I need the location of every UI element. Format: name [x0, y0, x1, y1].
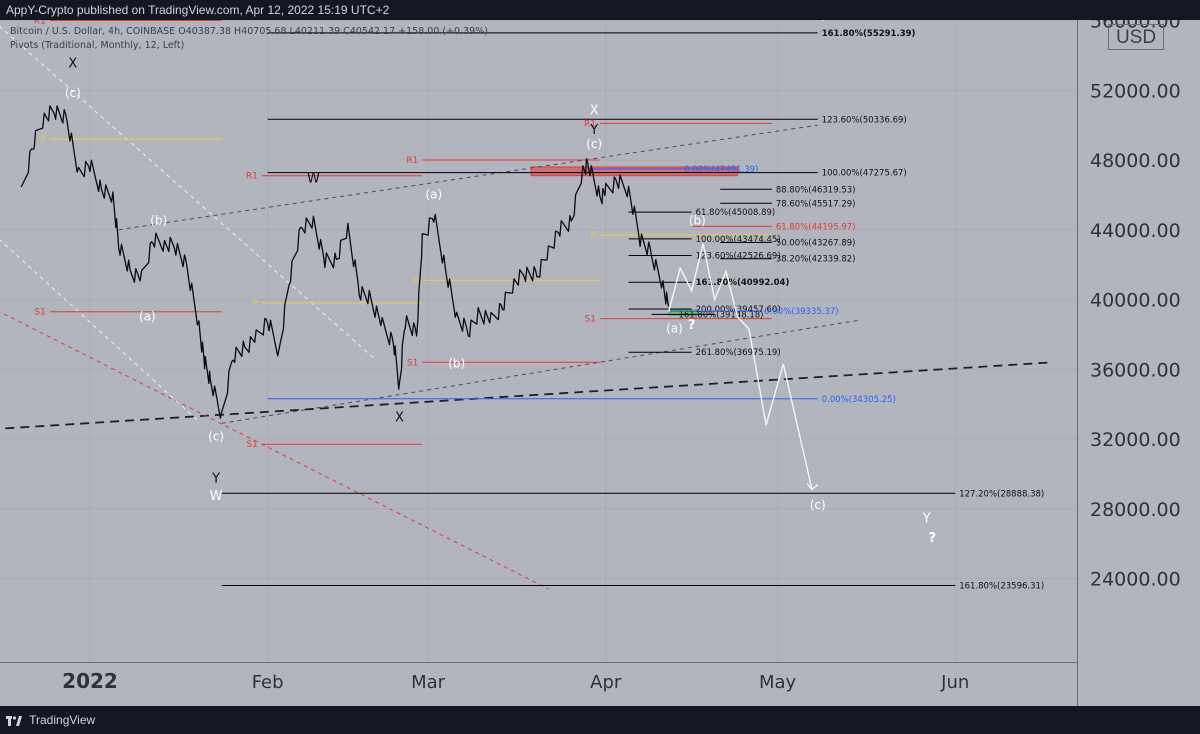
wave-label: (c) — [65, 86, 81, 100]
time-tick-label: Jun — [940, 672, 969, 693]
fib-level-label: 88.80%(46319.53) — [776, 185, 856, 195]
projection-arrowhead — [806, 483, 819, 491]
projection-path[interactable] — [668, 243, 813, 490]
time-tick-label: 2022 — [62, 669, 118, 693]
wave-label: Y — [211, 472, 220, 487]
fib-level-label: 127.20%(28888.38) — [959, 489, 1044, 499]
projection[interactable] — [668, 243, 819, 491]
price-tick-label: 36000.00 — [1090, 359, 1181, 381]
pivot-label: S1 — [585, 315, 596, 325]
fib-level-label: 200.00%(39457.60) — [696, 305, 781, 315]
time-tick-label: Apr — [590, 672, 622, 693]
pivot-label: P — [40, 135, 46, 145]
pivot-label: R1 — [584, 119, 596, 129]
time-axis[interactable]: 2022 Feb Mar Apr May Jun — [62, 669, 969, 693]
wave-label: X — [395, 411, 404, 426]
pivot-levels: R1 P S1 R1 P S1 R1 P S1 R1 P S1 — [34, 20, 772, 450]
time-tick-label: Mar — [411, 672, 446, 693]
publish-header: AppY-Crypto published on TradingView.com… — [0, 0, 1200, 20]
pivot-label: S1 — [246, 440, 257, 450]
wave-label: (a) — [425, 187, 442, 201]
trendline-white-down-1[interactable] — [0, 20, 377, 361]
wave-label: (b) — [448, 357, 465, 371]
fib-level-label: 123.60%(50336.69) — [822, 115, 907, 125]
currency-label[interactable]: USD — [1108, 24, 1164, 50]
wave-label: (c) — [586, 137, 602, 151]
pivot-label: P — [252, 299, 258, 309]
fib-level-label: 100.00%(43474.45) — [696, 235, 781, 245]
pivot-label: R1 — [246, 172, 258, 182]
price-tick-label: 44000.00 — [1090, 220, 1181, 242]
fib-level-label: 50.00%(43267.89) — [776, 239, 856, 249]
wave-label: (b) — [689, 214, 706, 228]
wave-label: W — [210, 489, 223, 504]
price-tick-label: 48000.00 — [1090, 150, 1181, 172]
price-tick-label: 56000.00 — [1090, 20, 1181, 33]
fib-level-label: 38.20%(42339.82) — [776, 255, 856, 265]
wave-label: Y — [589, 123, 598, 138]
pivot-label: R1 — [34, 20, 46, 27]
time-tick-label: May — [759, 672, 797, 693]
wave-label: X — [590, 104, 599, 119]
trendline-upper-channel[interactable] — [118, 124, 818, 231]
fib-level-label: 78.60%(45517.29) — [776, 199, 856, 209]
publish-text: AppY-Crypto published on TradingView.com… — [6, 3, 390, 17]
wave-label: X — [68, 57, 77, 72]
fib-level-label: 61.80%(45008.89) — [696, 208, 776, 218]
zones — [530, 166, 738, 316]
fib-level-label: 0.00%(34305.25) — [822, 395, 896, 405]
price-chart[interactable]: R1 P S1 R1 P S1 R1 P S1 R1 P S1 161.80%(55291.39) 12… — [0, 20, 1200, 706]
pivot-label: S1 — [34, 308, 45, 318]
btc-price-line — [20, 105, 670, 419]
fib-level-label: 161.80%(23596.31) — [959, 582, 1044, 592]
wave-label: ? — [929, 531, 937, 546]
plot-background — [0, 20, 1200, 706]
fib-level-label: 123.60%(42526.69) — [696, 251, 781, 261]
wave-label: (a) — [666, 322, 683, 336]
wave-label: (c) — [208, 430, 224, 444]
price-tick-label: 52000.00 — [1090, 80, 1181, 102]
symbol-legend: Bitcoin / U.S. Dollar, 4h, COINBASE O403… — [10, 26, 488, 37]
fib-level-label: 0.00%(47491.39) — [684, 165, 758, 175]
fib-level-label: 0.00%(39335.37) — [764, 307, 838, 317]
green-support-zone — [668, 309, 698, 316]
chart-frame[interactable]: R1 P S1 R1 P S1 R1 P S1 R1 P S1 161.80%(55291.39) 12… — [0, 20, 1200, 706]
pivot-label: P — [413, 276, 419, 286]
wave-label: Y — [922, 512, 931, 527]
fib-level-label: 61.80%(44195.97) — [776, 222, 856, 232]
fib-levels[interactable]: 161.80%(55291.39) 123.60%(50336.69) 100.00… — [221, 29, 1044, 592]
tradingview-logo-icon — [6, 715, 22, 726]
price-series — [20, 105, 670, 419]
wave-label: ? — [820, 20, 828, 25]
wave-label: (a) — [139, 309, 156, 323]
footer-bar: TradingView — [0, 706, 1200, 734]
wave-label: W — [307, 172, 320, 187]
price-tick-label: 40000.00 — [1090, 290, 1181, 312]
indicator-legend[interactable]: Pivots (Traditional, Monthly, 12, Left) — [10, 40, 185, 51]
price-tick-label: 24000.00 — [1090, 569, 1181, 591]
trendline-lower-channel[interactable] — [221, 319, 858, 424]
wave-label: (c) — [810, 498, 826, 512]
fib-level-label: 100.00%(47275.67) — [822, 169, 907, 179]
fib-level-label: 261.80%(36975.19) — [696, 348, 781, 358]
wave-label: (b) — [150, 214, 167, 228]
footer-brand: TradingView — [29, 713, 96, 727]
fib-level-label: 161.80%(55291.39) — [822, 29, 916, 39]
wave-labels: X(c)(b)(b)(a)(c)YWWX(a)(b)XY(c)(b)(a)??(… — [65, 20, 937, 546]
price-tick-label: 28000.00 — [1090, 499, 1181, 521]
time-tick-label: Feb — [252, 672, 284, 693]
price-tick-label: 32000.00 — [1090, 429, 1181, 451]
fib-level-label: 161.80%(39148.18) — [678, 310, 763, 320]
wave-label: ? — [688, 318, 696, 333]
pivot-label: P — [591, 231, 597, 241]
price-axis[interactable]: 56000.00 52000.00 48000.00 44000.00 40000.00… — [1090, 20, 1181, 591]
red-resistance-zone — [530, 166, 738, 177]
fib-level-label: 161.80%(40992.04) — [696, 278, 790, 288]
pivot-label: R1 — [406, 156, 418, 166]
trendline-white-down-2[interactable] — [0, 223, 200, 422]
pivot-label: S1 — [407, 358, 418, 368]
